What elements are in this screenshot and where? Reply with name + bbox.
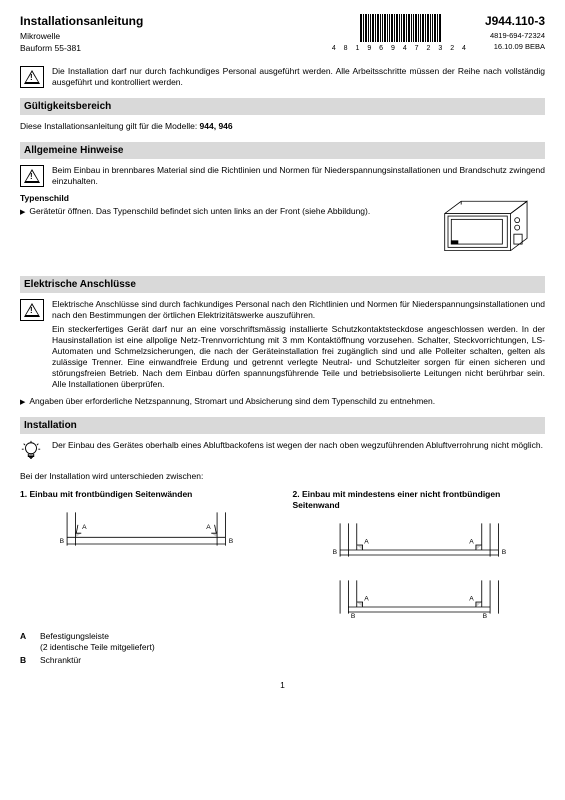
label-a: A	[469, 538, 474, 545]
install-col-2: 2. Einbau mit mindestens einer nicht fro…	[293, 489, 546, 625]
section-scope-title: Gültigkeitsbereich	[20, 98, 545, 115]
header-right: J944.110-3 4819-694-72324 16.10.09 BEBA	[485, 14, 545, 52]
label-a: A	[364, 595, 369, 602]
electrical-p2: Ein steckerfertiges Gerät darf nur an ei…	[52, 324, 545, 390]
install-col2-title: 2. Einbau mit mindestens einer nicht fro…	[293, 489, 546, 511]
label-b: B	[350, 613, 355, 620]
microwave-icon	[435, 193, 545, 263]
product-name: Mikrowelle	[20, 31, 316, 42]
label-b: B	[60, 538, 65, 545]
form-factor: Bauform 55-381	[20, 43, 316, 54]
page-number: 1	[20, 680, 545, 691]
section-electrical-title: Elektrische Anschlüsse	[20, 276, 545, 293]
label-b: B	[482, 613, 487, 620]
microwave-diagram	[435, 193, 545, 266]
barcode-block: 4 8 1 9 6 9 4 7 2 3 2 4	[332, 14, 469, 53]
electrical-p1: Elektrische Anschlüsse sind durch fachku…	[52, 299, 545, 321]
install-col1-title: 1. Einbau mit frontbündigen Seitenwänden	[20, 489, 273, 500]
doc-title: Installationsanleitung	[20, 14, 316, 30]
install-tip-text: Der Einbau des Gerätes oberhalb eines Ab…	[52, 440, 545, 451]
install-variants: 1. Einbau mit frontbündigen Seitenwänden…	[20, 489, 545, 625]
label-b: B	[501, 549, 506, 556]
electrical-warning-text: Elektrische Anschlüsse sind durch fachku…	[52, 299, 545, 390]
legend-text-b: Schranktür	[40, 655, 545, 666]
label-b: B	[229, 538, 234, 545]
label-a: A	[364, 538, 369, 545]
diagram-flush: A A B B	[20, 504, 273, 554]
install-col-1: 1. Einbau mit frontbündigen Seitenwänden…	[20, 489, 273, 625]
label-a: A	[469, 595, 474, 602]
install-tip: Der Einbau des Gerätes oberhalb eines Ab…	[20, 440, 545, 465]
top-warning: Die Installation darf nur durch fachkund…	[20, 66, 545, 88]
label-a: A	[206, 524, 211, 531]
document-header: Installationsanleitung Mikrowelle Baufor…	[20, 14, 545, 54]
doc-date: 16.10.09 BEBA	[485, 42, 545, 52]
diagram-nonflush-bottom: A A B B	[293, 572, 546, 622]
nameplate-heading: Typenschild	[20, 193, 423, 204]
warning-icon	[20, 165, 44, 187]
barcode-icon	[332, 14, 469, 42]
warning-icon	[20, 66, 44, 88]
nameplate-text-col: Typenschild Gerätetür öffnen. Das Typens…	[20, 193, 423, 219]
diagram-nonflush-top: A A B B	[293, 515, 546, 565]
nameplate-bullet: Gerätetür öffnen. Das Typenschild befind…	[20, 206, 423, 217]
nameplate-block: Typenschild Gerätetür öffnen. Das Typens…	[20, 193, 545, 266]
scope-text: Diese Installationsanleitung gilt für di…	[20, 121, 545, 132]
electrical-warning: Elektrische Anschlüsse sind durch fachku…	[20, 299, 545, 390]
part-number-sub: 4819-694-72324	[485, 31, 545, 41]
warning-icon	[20, 299, 44, 321]
electrical-bullet: Angaben über erforderliche Netzspannung,…	[20, 396, 545, 407]
lightbulb-icon	[20, 440, 44, 465]
legend: A Befestigungsleiste (2 identische Teile…	[20, 631, 545, 666]
general-warning: Beim Einbau in brennbares Material sind …	[20, 165, 545, 187]
legend-key-b: B	[20, 655, 32, 666]
label-b: B	[332, 549, 337, 556]
header-left: Installationsanleitung Mikrowelle Baufor…	[20, 14, 316, 54]
section-general-title: Allgemeine Hinweise	[20, 142, 545, 159]
top-warning-text: Die Installation darf nur durch fachkund…	[52, 66, 545, 88]
install-intro: Bei der Installation wird unterschieden …	[20, 471, 545, 482]
barcode-number: 4 8 1 9 6 9 4 7 2 3 2 4	[332, 44, 469, 53]
legend-text-a: Befestigungsleiste (2 identische Teile m…	[40, 631, 545, 653]
label-a: A	[82, 524, 87, 531]
general-warning-text: Beim Einbau in brennbares Material sind …	[52, 165, 545, 187]
legend-key-a: A	[20, 631, 32, 642]
scope-models: 944, 946	[200, 121, 233, 131]
scope-text-a: Diese Installationsanleitung gilt für di…	[20, 121, 200, 131]
section-install-title: Installation	[20, 417, 545, 434]
legend-row-a: A Befestigungsleiste (2 identische Teile…	[20, 631, 545, 653]
part-number: J944.110-3	[485, 14, 545, 30]
legend-row-b: B Schranktür	[20, 655, 545, 666]
